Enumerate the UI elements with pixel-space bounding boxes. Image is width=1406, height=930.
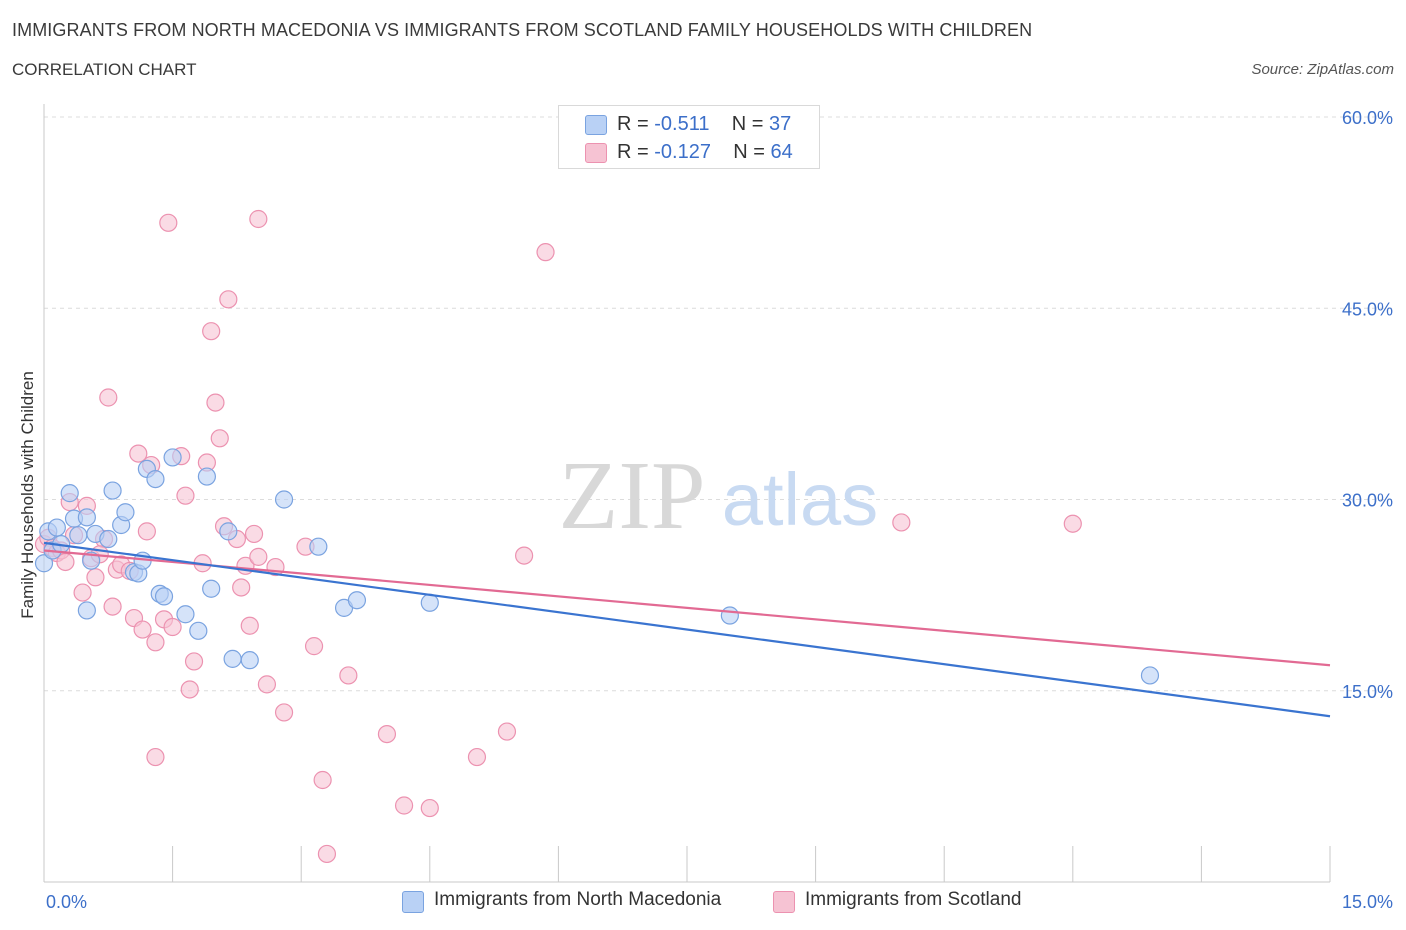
scotland-point: [244, 524, 264, 544]
scotland-point: [497, 722, 517, 741]
scotland-point: [257, 675, 277, 694]
north-macedonia-point: [163, 448, 182, 467]
north-macedonia-point: [77, 508, 96, 527]
x-tick-label: 0.0%: [46, 892, 87, 912]
scotland-point: [219, 290, 238, 309]
scotland-point: [146, 747, 165, 767]
scotland-point: [184, 652, 204, 671]
watermark-zip: ZIP: [559, 442, 706, 550]
scotland-point: [1063, 514, 1082, 533]
legend-n-value: 37: [768, 113, 792, 135]
scotland-point: [133, 620, 152, 639]
scotland-point: [146, 633, 165, 652]
scotland-point: [420, 798, 439, 818]
grid-lines: [44, 116, 1395, 692]
scotland-point: [129, 444, 148, 463]
y-axis-label: Family Households with Children: [18, 371, 37, 619]
scotland-point: [317, 844, 337, 864]
legend-n-value: 64: [770, 141, 793, 163]
north-macedonia-point: [347, 591, 367, 610]
legend-r-value: -0.511: [654, 113, 710, 135]
north-macedonia-point: [274, 490, 294, 509]
scotland-point: [377, 724, 397, 744]
north-macedonia-point: [189, 621, 208, 640]
legend-r-label: R =: [617, 113, 649, 135]
north-macedonia-point: [116, 503, 135, 522]
trend-lines: [43, 541, 1331, 718]
scotland-point: [159, 213, 178, 232]
y-tick-label: 30.0%: [1342, 491, 1393, 511]
legend-r-value: -0.127: [654, 141, 711, 163]
scotland-point: [137, 522, 156, 541]
north-macedonia-point: [420, 593, 439, 612]
scotland-point: [176, 486, 195, 505]
north-macedonia-point: [720, 606, 739, 625]
scotland-point: [536, 243, 555, 262]
scotland-point: [210, 429, 229, 448]
scotland-point: [274, 703, 294, 722]
y-tick-label: 45.0%: [1342, 299, 1393, 319]
north-macedonia-point: [34, 554, 54, 573]
watermark-atlas: atlas: [722, 458, 878, 541]
legend-swatch-pink: [585, 143, 607, 163]
watermark: ZIP atlas: [559, 442, 879, 550]
scotland-point: [304, 637, 324, 656]
y-tick-label: 60.0%: [1342, 108, 1393, 128]
scotland-point: [73, 583, 92, 602]
chart-title: IMMIGRANTS FROM NORTH MACEDONIA VS IMMIG…: [12, 20, 1033, 40]
scotland-point: [313, 770, 332, 790]
scotland-point: [99, 388, 118, 407]
chart-subtitle: CORRELATION CHART: [12, 60, 197, 79]
legend-n-label: N =: [731, 113, 764, 135]
north-macedonia-point: [103, 481, 122, 500]
scotland-point: [249, 547, 268, 566]
y-tick-label: 15.0%: [1342, 682, 1393, 702]
north-macedonia-trend-line: [43, 541, 1331, 718]
north-macedonia-point: [77, 601, 96, 620]
north-macedonia-point: [202, 579, 221, 598]
scotland-point: [249, 209, 268, 229]
scotland-point: [892, 513, 911, 532]
scotland-point: [103, 597, 122, 616]
scotland-point: [86, 568, 105, 587]
north-macedonia-point: [60, 484, 79, 503]
scotland-point: [515, 546, 534, 565]
north-macedonia-point: [69, 526, 88, 545]
north-macedonia-point: [223, 649, 242, 668]
north-macedonia-point: [99, 529, 118, 549]
scotland-point: [163, 617, 182, 637]
x-tick-label: 15.0%: [1342, 892, 1393, 912]
legend-swatch-blue: [585, 115, 607, 135]
legend-swatch-blue: [402, 891, 424, 913]
scotland-trend-line: [43, 549, 1331, 667]
north-macedonia-point: [47, 518, 66, 537]
legend-n-label: N =: [733, 141, 765, 163]
axes: [43, 104, 1331, 883]
north-macedonia-point: [219, 522, 238, 541]
scotland-point: [467, 747, 487, 767]
legend-series-label: Immigrants from North Macedonia: [434, 889, 722, 910]
legend-r-label: R =: [617, 141, 649, 163]
scotland-point: [394, 796, 414, 815]
north-macedonia-point: [154, 587, 174, 606]
stats-legend: R = -0.511 N = 37 R = -0.127 N = 64: [558, 105, 820, 169]
tick-labels: 15.0% 30.0% 45.0% 60.0% 0.0% 15.0%: [46, 108, 1393, 912]
north-macedonia-point: [197, 467, 216, 486]
legend-series-label: Immigrants from Scotland: [805, 889, 1022, 910]
chart-source: Source: ZipAtlas.com: [1251, 61, 1394, 78]
north-macedonia-point: [82, 551, 101, 570]
north-macedonia-point: [1140, 666, 1160, 685]
legend-swatch-pink: [773, 891, 795, 913]
north-macedonia-point: [176, 605, 195, 624]
scotland-point: [240, 616, 259, 635]
north-macedonia-point: [309, 537, 328, 556]
scotland-point: [339, 666, 358, 685]
north-macedonia-point: [240, 651, 259, 670]
scotland-point: [180, 680, 199, 699]
scotland-point: [232, 578, 251, 597]
scotland-point: [202, 322, 221, 341]
scotland-point: [206, 393, 225, 412]
north-macedonia-point: [146, 470, 165, 489]
